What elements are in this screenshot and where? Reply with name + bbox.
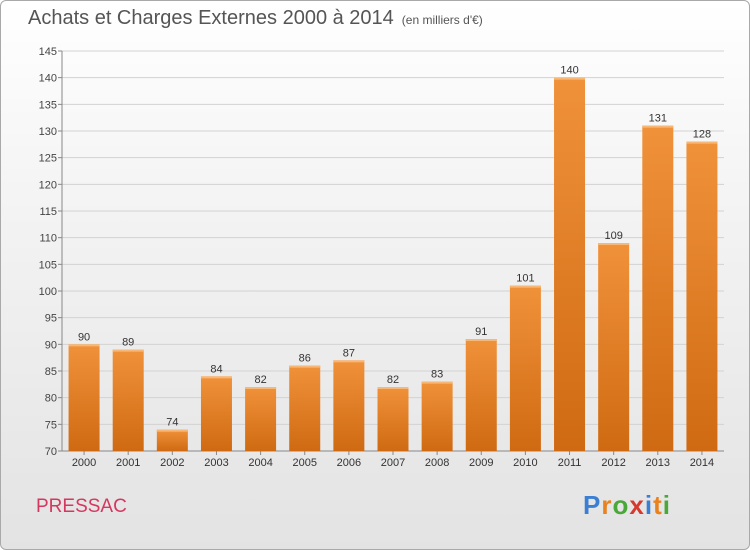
bar <box>465 339 497 451</box>
y-tick-label: 70 <box>45 446 57 458</box>
bar-highlight <box>686 141 718 144</box>
y-tick-label: 110 <box>39 233 57 245</box>
x-tick-label: 2001 <box>116 457 140 469</box>
y-tick-label: 120 <box>39 179 57 191</box>
x-tick-label: 2009 <box>469 457 493 469</box>
data-label: 82 <box>254 374 266 386</box>
title-unit: (en milliers d'€) <box>401 13 483 27</box>
bar <box>642 125 674 452</box>
data-label: 83 <box>431 369 443 381</box>
logo-letter: P <box>583 490 602 520</box>
logo-letter: r <box>601 490 613 520</box>
x-tick-label: 2014 <box>690 457 714 469</box>
bar-highlight <box>333 360 365 363</box>
bar-highlight <box>421 381 453 384</box>
bar <box>245 387 277 451</box>
x-tick-label: 2000 <box>72 457 96 469</box>
proxiti-logo: Proxiti <box>583 490 671 521</box>
x-tick-label: 2004 <box>248 457 272 469</box>
bar-highlight <box>465 339 497 341</box>
bar-highlight <box>112 349 144 352</box>
bar <box>377 387 409 451</box>
bar-highlight <box>156 429 188 432</box>
bar-highlight <box>509 285 541 288</box>
data-label: 74 <box>166 417 178 429</box>
bar <box>421 381 453 451</box>
y-tick-label: 75 <box>45 419 57 431</box>
bar-highlight <box>68 344 100 347</box>
data-label: 86 <box>299 353 311 365</box>
data-label: 89 <box>122 337 134 349</box>
bar-highlight <box>289 365 321 368</box>
x-tick-label: 2008 <box>425 457 449 469</box>
bar-highlight <box>642 125 674 128</box>
bar-highlight <box>554 77 586 80</box>
y-tick-label: 125 <box>39 153 57 165</box>
bar <box>68 344 100 451</box>
logo-letter: i <box>644 490 654 520</box>
data-label: 109 <box>604 230 622 242</box>
y-tick-label: 115 <box>39 206 57 218</box>
y-tick-label: 140 <box>39 73 57 85</box>
data-label: 82 <box>387 374 399 386</box>
y-tick-label: 145 <box>39 46 57 58</box>
x-tick-label: 2011 <box>558 457 582 469</box>
data-label: 131 <box>649 113 667 125</box>
y-tick-label: 95 <box>45 313 57 325</box>
bar <box>554 77 586 452</box>
chart-title: Achats et Charges Externes 2000 à 2014 (e… <box>28 7 483 30</box>
logo-letter: x <box>629 490 645 520</box>
logo-letter: o <box>612 490 630 520</box>
y-tick-label: 85 <box>45 366 57 378</box>
logo-letter: t <box>653 490 663 520</box>
y-tick-label: 130 <box>39 126 57 138</box>
bar <box>289 365 321 451</box>
x-tick-label: 2010 <box>513 457 537 469</box>
bar <box>333 360 365 451</box>
data-label: 128 <box>693 129 711 141</box>
data-label: 101 <box>516 273 534 285</box>
bar <box>112 349 144 451</box>
data-label: 140 <box>560 65 578 77</box>
y-tick-label: 80 <box>45 393 57 405</box>
data-label: 84 <box>210 363 222 375</box>
bar <box>156 429 188 451</box>
bar <box>509 285 541 451</box>
y-tick-label: 135 <box>39 99 57 111</box>
x-tick-label: 2003 <box>204 457 228 469</box>
y-tick-label: 90 <box>45 339 57 351</box>
bar <box>200 376 232 451</box>
bar-highlight <box>245 387 277 389</box>
x-tick-label: 2013 <box>646 457 670 469</box>
y-tick-label: 100 <box>39 286 57 298</box>
bar-highlight <box>598 243 630 245</box>
title-main: Achats et Charges Externes 2000 à 2014 <box>28 7 394 29</box>
data-label: 87 <box>343 347 355 359</box>
x-tick-label: 2006 <box>337 457 361 469</box>
x-tick-label: 2005 <box>292 457 316 469</box>
y-tick-label: 105 <box>39 259 57 271</box>
bar <box>686 141 718 451</box>
bar-highlight <box>377 387 409 389</box>
data-label: 91 <box>475 326 487 338</box>
town-name: PRESSAC <box>36 496 127 517</box>
data-label: 90 <box>78 331 90 343</box>
logo-letter: i <box>662 490 671 520</box>
x-tick-label: 2007 <box>381 457 405 469</box>
x-tick-label: 2002 <box>160 457 184 469</box>
x-tick-label: 2012 <box>601 457 625 469</box>
bar-highlight <box>200 376 232 379</box>
bar <box>598 243 630 451</box>
